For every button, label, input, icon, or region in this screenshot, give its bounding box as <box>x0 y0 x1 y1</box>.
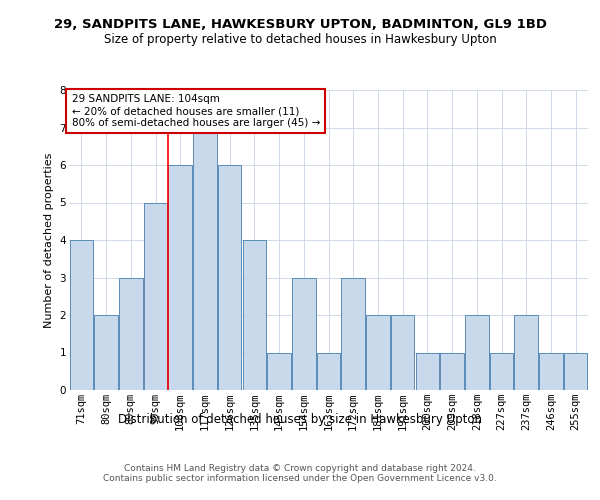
Bar <box>341 278 365 390</box>
Bar <box>416 352 439 390</box>
Bar <box>169 165 192 390</box>
Bar <box>391 315 415 390</box>
Bar <box>242 240 266 390</box>
Bar <box>465 315 488 390</box>
Bar <box>539 352 563 390</box>
Y-axis label: Number of detached properties: Number of detached properties <box>44 152 54 328</box>
Bar <box>193 128 217 390</box>
Text: 29 SANDPITS LANE: 104sqm
← 20% of detached houses are smaller (11)
80% of semi-d: 29 SANDPITS LANE: 104sqm ← 20% of detach… <box>71 94 320 128</box>
Bar <box>119 278 143 390</box>
Bar <box>218 165 241 390</box>
Bar <box>94 315 118 390</box>
Bar <box>564 352 587 390</box>
Bar <box>514 315 538 390</box>
Bar <box>440 352 464 390</box>
Bar <box>490 352 513 390</box>
Text: 29, SANDPITS LANE, HAWKESBURY UPTON, BADMINTON, GL9 1BD: 29, SANDPITS LANE, HAWKESBURY UPTON, BAD… <box>53 18 547 30</box>
Bar <box>268 352 291 390</box>
Bar <box>317 352 340 390</box>
Text: Contains HM Land Registry data © Crown copyright and database right 2024.
Contai: Contains HM Land Registry data © Crown c… <box>103 464 497 483</box>
Text: Size of property relative to detached houses in Hawkesbury Upton: Size of property relative to detached ho… <box>104 32 496 46</box>
Bar <box>292 278 316 390</box>
Text: Distribution of detached houses by size in Hawkesbury Upton: Distribution of detached houses by size … <box>118 412 482 426</box>
Bar <box>366 315 389 390</box>
Bar <box>70 240 93 390</box>
Bar <box>144 202 167 390</box>
